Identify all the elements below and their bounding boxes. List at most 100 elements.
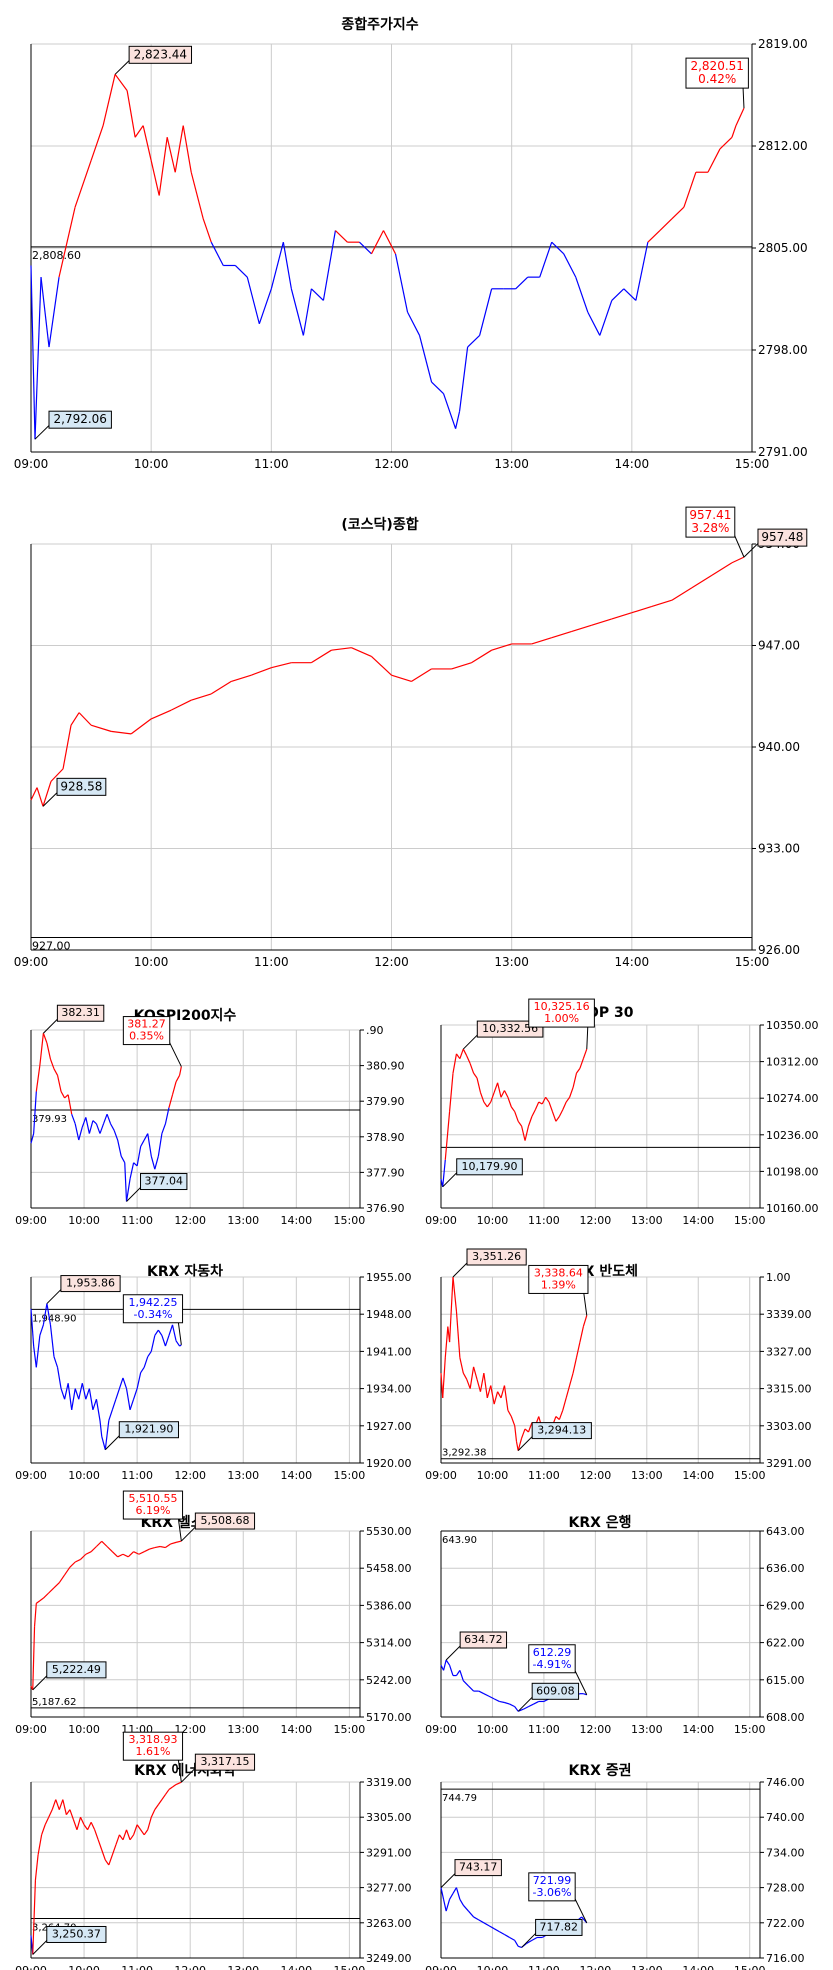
chart-title: KRX 증권 (568, 1763, 632, 1779)
price-segment (122, 1553, 129, 1558)
price-segment (462, 1680, 469, 1687)
price-segment (150, 1156, 156, 1170)
low-callout-text: 10,179.90 (462, 1160, 518, 1173)
price-segment (64, 1094, 69, 1099)
low-callout-text: 3,250.37 (52, 1927, 101, 1940)
x-tick-label: 11:00 (254, 457, 289, 471)
price-segment (579, 1326, 584, 1343)
price-segment (411, 668, 432, 682)
last-callout-text: 957.41 (689, 508, 731, 522)
price-segment (497, 1082, 502, 1098)
x-tick-label: 09:00 (15, 1723, 47, 1736)
price-segment (53, 1356, 59, 1368)
price-segment (563, 253, 577, 278)
chart-kosdaq-svg: 09:0010:0011:0012:0013:0014:0015:00954.0… (14, 506, 808, 969)
price-segment (462, 1904, 469, 1912)
price-segment (442, 1159, 446, 1187)
price-segment (96, 1540, 103, 1547)
price-segment (548, 1101, 554, 1112)
price-segment (488, 1695, 495, 1700)
chart-kospi: 종합주가지수 09:00 10:00 11:00 12:00 13:00 14:00 15:… (0, 0, 833, 480)
price-segment (538, 1101, 543, 1105)
price-segment (158, 137, 168, 196)
price-segment (719, 136, 733, 150)
price-segment (46, 1303, 52, 1325)
price-segment (531, 1109, 536, 1117)
price-segment (234, 265, 248, 278)
price-segment (521, 1428, 526, 1439)
price-segment (202, 218, 212, 243)
last-callout-box (122, 1490, 184, 1520)
price-segment (64, 1383, 69, 1400)
low-callout-box (531, 1682, 580, 1700)
last-callout-text: 1.61% (135, 1745, 170, 1758)
low-callout-text: 609.08 (536, 1684, 575, 1697)
price-segment (129, 1162, 135, 1180)
price-segment (136, 1372, 142, 1389)
price-segment (458, 347, 469, 412)
price-segment (125, 1178, 131, 1202)
y-tick-label: 3263.00 (366, 1917, 412, 1930)
price-segment (35, 1065, 41, 1092)
price-segment (33, 1603, 37, 1627)
y-tick-label: 378.90 (366, 1131, 405, 1144)
price-segment (455, 411, 461, 429)
price-segment (478, 1690, 485, 1695)
price-segment (157, 1133, 163, 1157)
price-segment (78, 712, 92, 726)
price-segment (459, 1899, 464, 1906)
price-segment (62, 725, 72, 769)
price-segment (171, 1081, 177, 1095)
y-tick-label: 608.00 (766, 1711, 805, 1724)
x-tick-label: 15:00 (735, 955, 770, 969)
price-segment (558, 1109, 564, 1117)
price-segment (473, 1072, 478, 1079)
price-segment (83, 1824, 89, 1831)
price-segment (74, 1123, 80, 1141)
price-segment (476, 1077, 482, 1093)
price-segment (85, 1117, 90, 1134)
price-segment (134, 125, 144, 138)
price-segment (452, 1276, 458, 1312)
price-segment (582, 1315, 588, 1327)
price-segment (541, 1096, 547, 1105)
price-segment (140, 1367, 145, 1373)
y-tick-label: 2805.00 (758, 241, 808, 255)
last-callout-box (528, 1264, 589, 1294)
price-segment (459, 1048, 464, 1059)
price-segment (493, 1391, 499, 1405)
price-segment (499, 1700, 505, 1704)
price-segment (575, 276, 589, 313)
price-segment (111, 1399, 117, 1411)
price-segment (164, 1789, 170, 1795)
price-segment (108, 1854, 113, 1866)
price-segment (572, 1073, 578, 1088)
price-segment (140, 1829, 145, 1836)
price-segment (51, 1799, 57, 1810)
price-segment (175, 1540, 182, 1543)
price-segment (157, 1799, 163, 1805)
prev-close-label: 379.93 (32, 1114, 67, 1125)
price-segment (76, 1817, 82, 1830)
low-callout-text: 928.58 (60, 779, 102, 793)
chart-krx-bank-svg: 09:00 10:00 11:00 12:00 13:00 14:00 15:00 643.0… (425, 1525, 805, 1736)
y-tick-label: 3249.00 (366, 1952, 412, 1965)
price-segment (143, 1829, 149, 1836)
price-segment (510, 1416, 516, 1427)
low-callout-box (535, 1918, 583, 1936)
last-callout-text: 0.42% (698, 72, 736, 86)
price-segment (270, 242, 284, 289)
price-segment (106, 1546, 113, 1553)
high-callout-box (454, 1859, 502, 1877)
price-segment (161, 1794, 166, 1800)
price-segment (85, 1388, 90, 1400)
price-segment (110, 1123, 115, 1131)
price-segment (514, 1425, 518, 1442)
price-segment (190, 172, 204, 220)
price-segment (611, 612, 633, 620)
chart-krx-sec: KRX 증권 09:00 10:00 11:00 12:00 13:00 14:00 15:… (415, 1748, 833, 1970)
price-segment (136, 1146, 142, 1167)
last-callout-box (528, 1644, 576, 1674)
price-segment (466, 1055, 471, 1064)
y-tick-label: 379.90 (366, 1095, 405, 1108)
